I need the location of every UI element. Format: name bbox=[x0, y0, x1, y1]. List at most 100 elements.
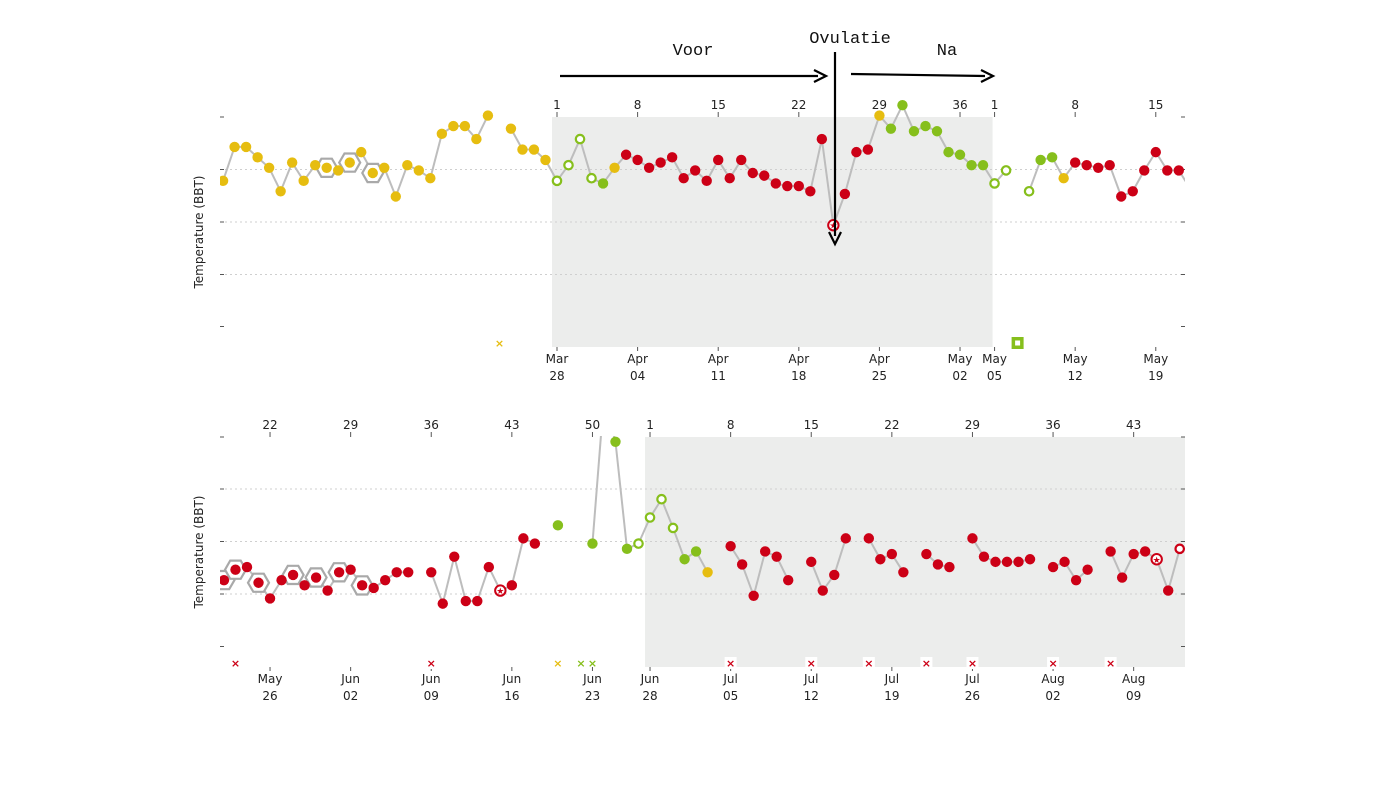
data-point bbox=[725, 541, 736, 552]
date-tick-day: 26 bbox=[965, 689, 980, 703]
data-point-open bbox=[644, 512, 656, 523]
ovulation-point bbox=[1150, 553, 1163, 566]
data-point bbox=[505, 123, 517, 134]
series-line-segment bbox=[614, 441, 628, 549]
series-line-segment bbox=[476, 566, 490, 602]
data-point bbox=[944, 561, 955, 573]
data-point bbox=[655, 157, 666, 168]
data-point bbox=[678, 173, 689, 184]
data-point bbox=[540, 154, 551, 166]
date-tick-day: 19 bbox=[1148, 369, 1163, 383]
date-tick-day: 11 bbox=[711, 369, 726, 383]
data-point bbox=[724, 173, 735, 184]
data-point bbox=[264, 593, 276, 604]
data-point bbox=[713, 154, 724, 166]
data-point bbox=[230, 564, 241, 575]
series-line-segment bbox=[591, 436, 602, 544]
data-point bbox=[966, 159, 977, 171]
data-point bbox=[240, 141, 252, 153]
date-tick-month: Jul bbox=[803, 672, 818, 686]
data-point bbox=[1093, 162, 1104, 173]
data-point bbox=[610, 436, 621, 448]
x-marker-bg bbox=[724, 657, 737, 669]
data-point bbox=[874, 110, 885, 121]
data-point bbox=[344, 157, 355, 168]
series-line-segment bbox=[752, 551, 767, 597]
data-point bbox=[483, 561, 495, 573]
data-point bbox=[1104, 159, 1115, 171]
data-point bbox=[1105, 546, 1116, 557]
x-marker-bg bbox=[1104, 657, 1117, 669]
data-point bbox=[391, 567, 402, 578]
data-point bbox=[908, 126, 920, 137]
y-axis-label: Temperature (BBT) bbox=[192, 176, 206, 290]
date-tick-month: Aug bbox=[1122, 672, 1145, 686]
data-point bbox=[621, 543, 633, 555]
top-chart-panel: Temperature (BBT)1 8 15 22 29 36 1 8 15Mar28Apr0… bbox=[192, 98, 1185, 383]
cycle-day-tick-label: 8 bbox=[634, 98, 642, 112]
date-tick-month: Jun bbox=[421, 672, 441, 686]
date-tick-day: 12 bbox=[1068, 369, 1083, 383]
x-marker-icon: × bbox=[864, 657, 873, 670]
series-line-segment bbox=[809, 138, 823, 192]
data-point bbox=[506, 580, 518, 591]
date-tick-month: Apr bbox=[627, 352, 648, 366]
na-label: Na bbox=[937, 42, 957, 61]
data-point bbox=[241, 561, 253, 573]
data-point bbox=[783, 574, 794, 586]
data-point bbox=[782, 180, 793, 192]
series-line-segment bbox=[1108, 164, 1123, 197]
data-point bbox=[1001, 556, 1013, 568]
na-arrow-head bbox=[980, 69, 996, 83]
date-tick-month: Jul bbox=[884, 672, 899, 686]
date-tick-day: 12 bbox=[804, 689, 819, 703]
cycle-day-tick-label: 29 bbox=[343, 418, 358, 432]
x-marker-icon: × bbox=[553, 657, 562, 670]
date-tick-month: May bbox=[982, 352, 1007, 366]
data-point bbox=[862, 144, 874, 155]
series-line-segment bbox=[672, 527, 686, 560]
series-line-segment bbox=[441, 556, 456, 604]
data-point bbox=[990, 556, 1001, 568]
series-line-segment bbox=[453, 556, 467, 602]
series-line-segment bbox=[843, 151, 858, 195]
date-tick-day: 02 bbox=[1045, 689, 1060, 703]
data-point bbox=[817, 585, 828, 596]
date-tick-day: 28 bbox=[642, 689, 657, 703]
data-point-open bbox=[1000, 165, 1012, 176]
data-point bbox=[597, 178, 609, 189]
x-marker-bg bbox=[920, 657, 933, 669]
x-marker-bg bbox=[1047, 657, 1060, 669]
data-point bbox=[609, 162, 620, 173]
data-point bbox=[413, 165, 425, 176]
date-tick-month: May bbox=[948, 352, 973, 366]
data-point bbox=[666, 152, 678, 163]
ovulation-star-icon: ★ bbox=[496, 587, 504, 597]
data-point bbox=[286, 157, 298, 168]
data-point bbox=[448, 120, 459, 132]
data-point bbox=[643, 162, 655, 173]
series-group: ★★ bbox=[220, 436, 1185, 609]
date-tick-day: 02 bbox=[952, 369, 967, 383]
cycle-day-tick-label: 36 bbox=[424, 418, 439, 432]
x-marker-bg bbox=[966, 657, 979, 669]
data-point bbox=[1013, 556, 1024, 568]
date-tick-month: Jun bbox=[501, 672, 521, 686]
series-line-segment bbox=[429, 133, 443, 179]
x-marker-icon: × bbox=[588, 657, 597, 670]
data-point bbox=[806, 556, 817, 568]
data-point bbox=[298, 175, 309, 187]
data-point bbox=[436, 128, 448, 140]
series-line-segment bbox=[430, 571, 444, 604]
ovulation-star-icon: ★ bbox=[829, 222, 837, 232]
date-tick-day: 19 bbox=[884, 689, 899, 703]
annotation-layer: Voor Ovulatie Na bbox=[560, 30, 996, 247]
data-point bbox=[771, 551, 782, 562]
data-point bbox=[309, 159, 321, 171]
data-point-open bbox=[633, 538, 644, 549]
bottom-chart-panel: Temperature (BBT) 22 29 36 43 50 1 8 15 22 29 36 43 M… bbox=[192, 418, 1185, 703]
data-point bbox=[1139, 165, 1150, 176]
data-point bbox=[920, 120, 931, 132]
data-point bbox=[1058, 173, 1069, 184]
